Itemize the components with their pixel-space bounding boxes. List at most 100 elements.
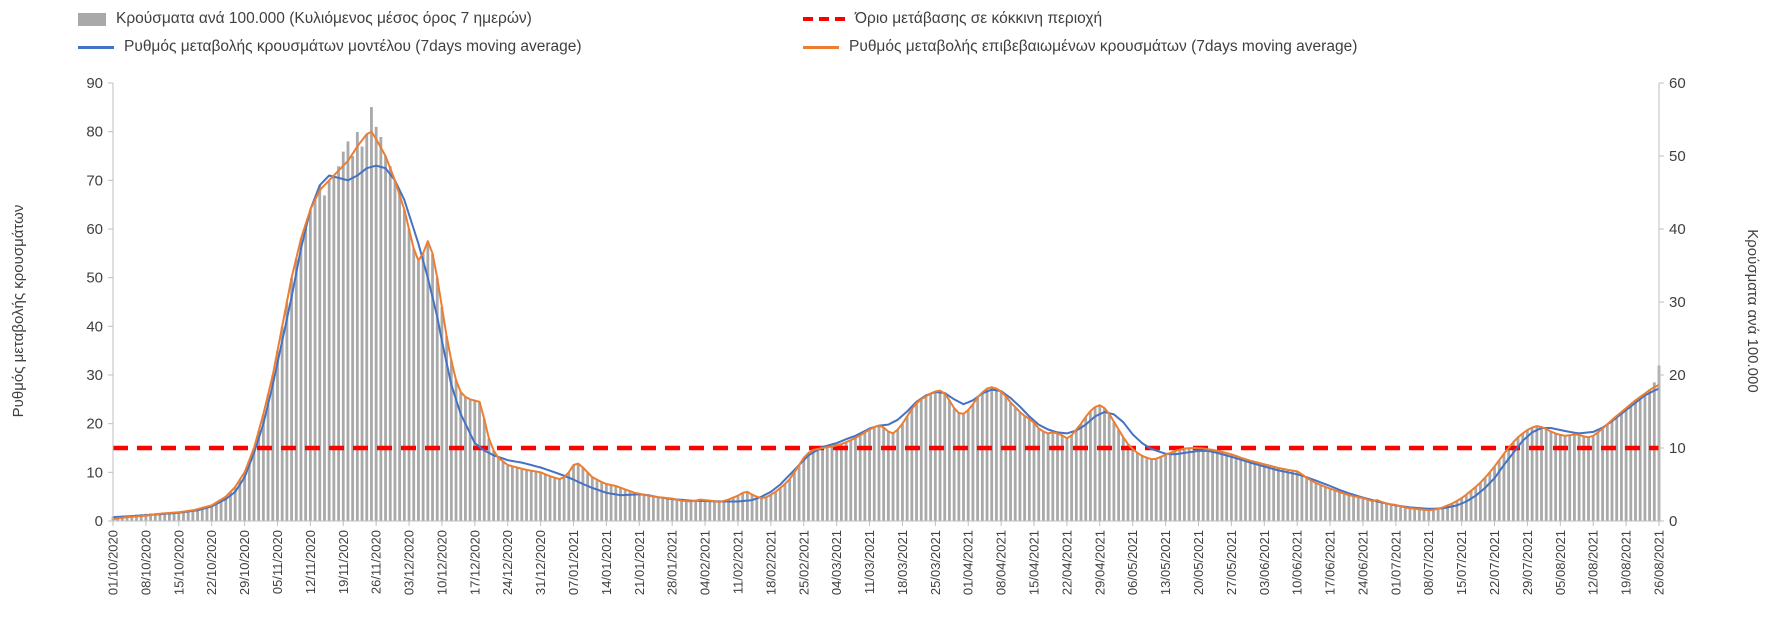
bar xyxy=(337,166,340,521)
bar xyxy=(590,477,594,521)
bar xyxy=(341,151,345,521)
bars-series xyxy=(111,107,1661,522)
x-axis-date-label: 27/05/2021 xyxy=(1224,530,1239,595)
bar xyxy=(210,504,214,521)
bar xyxy=(727,499,730,521)
bar xyxy=(233,487,237,521)
bar xyxy=(877,426,881,521)
bar xyxy=(1422,509,1426,521)
bar xyxy=(1432,509,1435,521)
bar xyxy=(1187,448,1191,521)
x-axis-date-label: 13/05/2021 xyxy=(1158,530,1173,595)
bar xyxy=(562,477,566,521)
bar xyxy=(971,404,975,521)
bar xyxy=(1338,492,1341,521)
bar xyxy=(1173,450,1177,521)
bar xyxy=(1197,448,1200,521)
bar xyxy=(774,491,777,521)
bar xyxy=(431,253,434,521)
bar xyxy=(948,400,951,521)
bar xyxy=(1225,453,1229,521)
x-axis-date-label: 01/07/2021 xyxy=(1388,530,1403,595)
bar xyxy=(407,229,411,521)
bar xyxy=(271,375,275,521)
bar xyxy=(1140,456,1144,521)
bar xyxy=(1605,424,1609,521)
x-axis-date-label: 28/01/2021 xyxy=(665,530,680,595)
bar xyxy=(520,468,524,521)
bar xyxy=(1117,429,1120,521)
bar xyxy=(365,134,369,521)
bar xyxy=(1394,505,1398,521)
bar xyxy=(600,482,604,521)
bar xyxy=(214,502,218,521)
x-axis-date-label: 29/04/2021 xyxy=(1092,530,1107,595)
bar xyxy=(323,195,326,522)
bar xyxy=(1037,429,1041,521)
bar xyxy=(1168,453,1172,521)
x-axis-date-label: 21/01/2021 xyxy=(632,530,647,595)
x-axis-date-label: 01/04/2021 xyxy=(961,530,976,595)
bar xyxy=(844,442,848,521)
x-axis-date-label: 19/08/2021 xyxy=(1619,530,1634,595)
left-axis-tick-label: 30 xyxy=(86,367,103,384)
bar xyxy=(1206,449,1210,521)
bar xyxy=(1469,491,1473,521)
bar xyxy=(891,433,895,521)
right-axis-tick-label: 50 xyxy=(1669,148,1686,165)
bar xyxy=(1159,456,1163,521)
bar xyxy=(990,387,994,521)
x-axis-date-label: 24/06/2021 xyxy=(1355,530,1370,595)
right-axis-tick-label: 0 xyxy=(1669,513,1677,530)
bar xyxy=(933,391,937,521)
bar xyxy=(1009,402,1012,521)
bar xyxy=(144,513,148,521)
right-axis-tick-label: 20 xyxy=(1669,367,1686,384)
x-axis-date-label: 12/11/2020 xyxy=(303,530,318,594)
bar xyxy=(952,408,956,521)
bar xyxy=(534,471,538,521)
bar xyxy=(1563,436,1567,521)
bar xyxy=(882,427,886,521)
x-axis-date-label: 01/10/2020 xyxy=(106,530,121,595)
bars-swatch-icon xyxy=(78,12,106,26)
bar xyxy=(595,479,599,521)
bar xyxy=(1446,505,1449,521)
bar xyxy=(1300,474,1304,521)
bar xyxy=(1544,429,1548,521)
bar xyxy=(149,513,152,521)
bar xyxy=(1549,431,1553,521)
bar xyxy=(966,410,970,521)
x-axis-date-label: 31/12/2020 xyxy=(533,530,548,595)
bar xyxy=(1244,459,1247,521)
bar xyxy=(1103,408,1106,521)
x-axis-date-label: 04/02/2021 xyxy=(698,530,713,595)
bar xyxy=(619,487,622,521)
bar xyxy=(901,423,904,521)
bar xyxy=(1436,508,1440,521)
legend-item-confirmed: Ρυθμός μεταβολής επιβεβαιωμένων κρουσμάτ… xyxy=(803,38,1357,56)
bar xyxy=(285,302,289,521)
bar xyxy=(830,446,834,521)
bar xyxy=(1591,436,1595,521)
bar xyxy=(205,506,209,521)
bar xyxy=(717,502,721,521)
x-axis-date-label: 25/02/2021 xyxy=(796,530,811,595)
x-axis-date-label: 22/07/2021 xyxy=(1487,530,1502,595)
bar xyxy=(811,450,815,521)
bar xyxy=(609,485,613,521)
bar xyxy=(1084,417,1088,521)
bar xyxy=(1262,464,1266,521)
legend-label-confirmed: Ρυθμός μεταβολής επιβεβαιωμένων κρουσμάτ… xyxy=(849,38,1358,55)
left-axis-tick-label: 80 xyxy=(86,124,103,141)
bar xyxy=(1507,448,1511,521)
bar xyxy=(478,402,481,521)
bar xyxy=(910,409,914,521)
bar xyxy=(802,458,806,521)
bar xyxy=(919,399,923,521)
x-axis-date-label: 22/04/2021 xyxy=(1059,530,1074,595)
bar xyxy=(1427,510,1431,521)
right-axis-tick-label: 60 xyxy=(1669,75,1686,92)
bar xyxy=(558,479,561,521)
bar xyxy=(1112,421,1116,521)
